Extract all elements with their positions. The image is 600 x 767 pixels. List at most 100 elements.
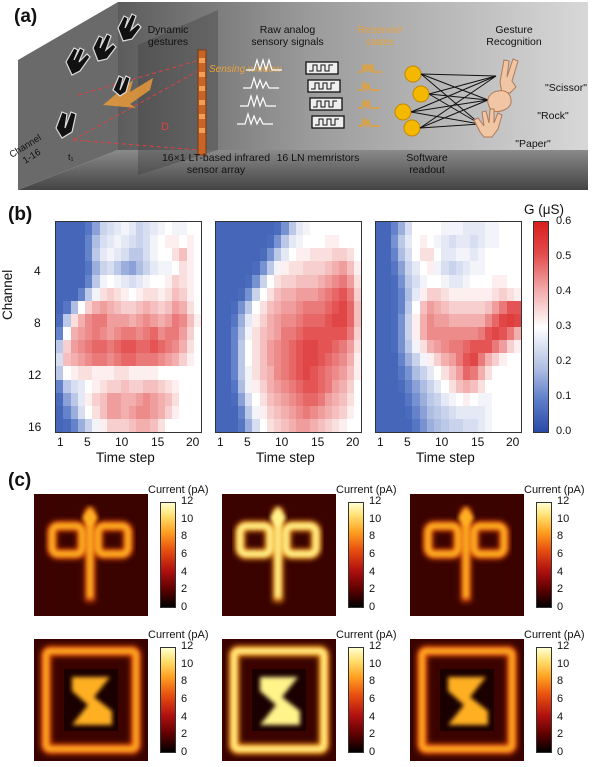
heatmap-cell: [56, 353, 64, 367]
heatmap-cell: [317, 405, 325, 419]
heatmap-cell: [92, 392, 100, 406]
heatmap-cell: [434, 340, 442, 354]
heatmap-cell: [121, 392, 129, 406]
heatmap-cell: [390, 300, 398, 314]
heatmap-cell: [259, 353, 267, 367]
floor: [18, 150, 588, 190]
current-map-r2-c2: [222, 639, 336, 761]
heatmap-cell: [164, 300, 172, 314]
heatmap-cell: [324, 235, 332, 249]
heatmap-cell: [223, 405, 231, 419]
heatmap-cell: [499, 392, 507, 406]
heatmap-cell: [128, 248, 136, 262]
heatmap-cell: [92, 418, 100, 432]
heatmap-cell: [441, 340, 449, 354]
heatmap-cell: [353, 235, 361, 249]
rock-map-svg: [34, 639, 148, 761]
heatmap-cell: [77, 379, 85, 393]
heatmap-cell: [513, 313, 521, 327]
heatmap-cell: [252, 261, 260, 275]
heatmap-cell: [383, 313, 391, 327]
heatmap-cell: [353, 418, 361, 432]
colorbar-c: [536, 647, 552, 753]
heatmap-cell: [506, 405, 514, 419]
heatmap-cell: [376, 392, 384, 406]
cb-tick: 6: [557, 548, 564, 560]
heatmap-cell: [426, 392, 434, 406]
heatmap-cell: [157, 300, 165, 314]
heatmap-cell: [252, 300, 260, 314]
heatmap-cell: [295, 405, 303, 419]
heatmap-cell: [186, 379, 194, 393]
heatmap-cell: [376, 248, 384, 262]
heatmap-cell: [179, 287, 187, 301]
heatmap-cell: [513, 235, 521, 249]
heatmap-cell: [303, 300, 311, 314]
heatmap-cell: [252, 379, 260, 393]
heatmap-cell: [121, 287, 129, 301]
heatmap-cell: [484, 405, 492, 419]
x-axis-label-b2: Time step: [256, 450, 315, 465]
heatmap-cell: [150, 248, 158, 262]
heatmap-cell: [346, 379, 354, 393]
heatmap-cell: [114, 300, 122, 314]
heatmap-cell: [106, 300, 114, 314]
heatmap-cell: [499, 366, 507, 380]
x-tick: 10: [275, 435, 289, 449]
heatmap-cell: [288, 418, 296, 432]
heatmap-cell: [85, 261, 93, 275]
heatmap-cell: [376, 379, 384, 393]
heatmap-cell: [376, 327, 384, 341]
heatmap-cell: [346, 353, 354, 367]
heatmap-cell: [499, 222, 507, 236]
cb-tick: 8: [557, 530, 564, 543]
heatmap-cell: [259, 235, 267, 249]
heatmap-cell: [223, 327, 231, 341]
heatmap-cell: [114, 418, 122, 432]
heatmap-cell: [77, 327, 85, 341]
heatmap-cell: [259, 366, 267, 380]
y-tick-4: 4: [34, 264, 41, 278]
heatmap-cell: [193, 353, 201, 367]
heatmap-cell: [324, 379, 332, 393]
heatmap-cell: [463, 340, 471, 354]
heatmap-cell: [506, 340, 514, 354]
heatmap-cell: [186, 353, 194, 367]
heatmap-cell: [339, 366, 347, 380]
heatmap-cell: [266, 327, 274, 341]
cb-tick: 10: [369, 512, 382, 525]
heatmap-cell: [266, 366, 274, 380]
heatmap-cell: [448, 261, 456, 275]
software-readout-label: Software readout: [406, 152, 448, 176]
gesture-recognition-label: Gesture Recognition: [486, 24, 542, 48]
heatmap-cell: [230, 235, 238, 249]
heatmap-cell: [303, 379, 311, 393]
heatmap-cell: [157, 353, 165, 367]
heatmap-cell: [106, 313, 114, 327]
heatmap-cell: [121, 261, 129, 275]
heatmap-cell: [353, 287, 361, 301]
heatmap-cell: [419, 235, 427, 249]
heatmap-cell: [157, 274, 165, 288]
heatmap-cell: [77, 261, 85, 275]
panel-a-schematic: D t₁ Sensing window: [18, 0, 588, 190]
colorbar-b: [533, 221, 549, 433]
heatmap-cell: [259, 379, 267, 393]
heatmap-cell: [390, 379, 398, 393]
heatmap-cell: [179, 300, 187, 314]
heatmap-cell: [245, 300, 253, 314]
heatmap-cell: [143, 327, 151, 341]
heatmap-cell: [259, 222, 267, 236]
heatmap-cell: [470, 392, 478, 406]
cb-tick: 12: [369, 640, 382, 652]
heatmap-cell: [223, 248, 231, 262]
heatmap-cell: [274, 313, 282, 327]
heatmap-cell: [448, 340, 456, 354]
heatmap-cell: [274, 287, 282, 301]
heatmap-cell: [310, 313, 318, 327]
heatmap-cell: [266, 274, 274, 288]
heatmap-cell: [317, 261, 325, 275]
heatmap-cell: [223, 366, 231, 380]
heatmap-cell: [216, 248, 224, 262]
cb-tick: 8: [369, 675, 376, 688]
